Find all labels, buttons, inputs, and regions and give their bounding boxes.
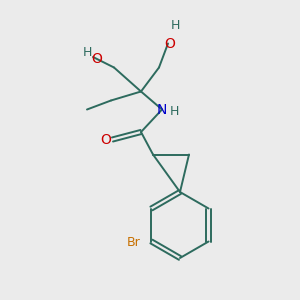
- Text: N: N: [157, 103, 167, 116]
- Text: O: O: [164, 37, 175, 50]
- Text: O: O: [91, 52, 102, 65]
- Text: H: H: [170, 105, 179, 119]
- Text: O: O: [100, 133, 111, 146]
- Text: Br: Br: [126, 236, 140, 249]
- Text: H: H: [171, 19, 180, 32]
- Text: H: H: [83, 46, 92, 59]
